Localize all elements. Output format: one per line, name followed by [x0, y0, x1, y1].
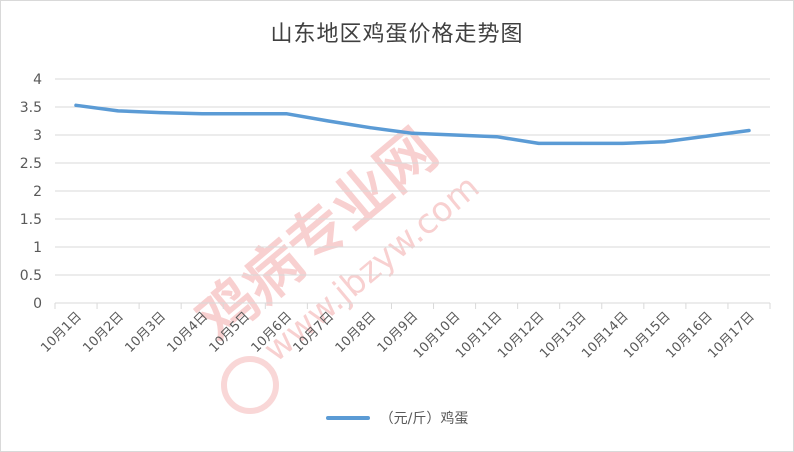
y-tick-label: 0: [33, 296, 42, 312]
x-tick-label: 10月4日: [164, 309, 211, 356]
x-tick-label: 10月1日: [38, 309, 85, 356]
x-tick-label: 10月7日: [291, 309, 338, 356]
y-tick-label: 4: [33, 72, 42, 88]
y-tick-label: 3: [33, 128, 42, 144]
data-point: [116, 109, 120, 113]
chart-title: 山东地区鸡蛋价格走势图: [270, 22, 524, 47]
y-tick-label: 2: [33, 184, 42, 200]
x-tick-label: 10月3日: [122, 309, 169, 356]
data-point: [453, 133, 457, 137]
y-tick-label: 1: [33, 240, 42, 256]
y-tick-label: 3.5: [20, 100, 42, 116]
data-point: [242, 112, 246, 116]
series-line: [74, 103, 751, 146]
x-tick-label: 10月8日: [333, 309, 380, 356]
legend-swatch: [325, 416, 370, 420]
data-point: [74, 103, 78, 107]
data-point: [284, 112, 288, 116]
y-tick-label: 2.5: [20, 156, 42, 172]
data-point: [705, 134, 709, 138]
data-point: [495, 135, 499, 139]
x-tick-label: 10月2日: [80, 309, 127, 356]
data-point: [537, 141, 541, 145]
y-tick-label: 1.5: [20, 212, 42, 228]
y-tick-label: 0.5: [20, 268, 42, 284]
chart-legend: （元/斤）鸡蛋: [0, 408, 794, 428]
x-tick-label: 10月6日: [249, 309, 296, 356]
data-point: [326, 119, 330, 123]
x-tick-label: 10月5日: [207, 309, 254, 356]
data-point: [368, 126, 372, 130]
data-point: [747, 129, 751, 133]
data-point: [411, 131, 414, 135]
data-point: [158, 111, 162, 115]
x-tick-label: 10月17日: [705, 309, 757, 361]
data-point: [200, 112, 204, 116]
legend-label: （元/斤）鸡蛋: [379, 411, 469, 427]
data-point: [663, 140, 667, 144]
data-point: [621, 141, 625, 145]
data-point: [579, 141, 583, 145]
